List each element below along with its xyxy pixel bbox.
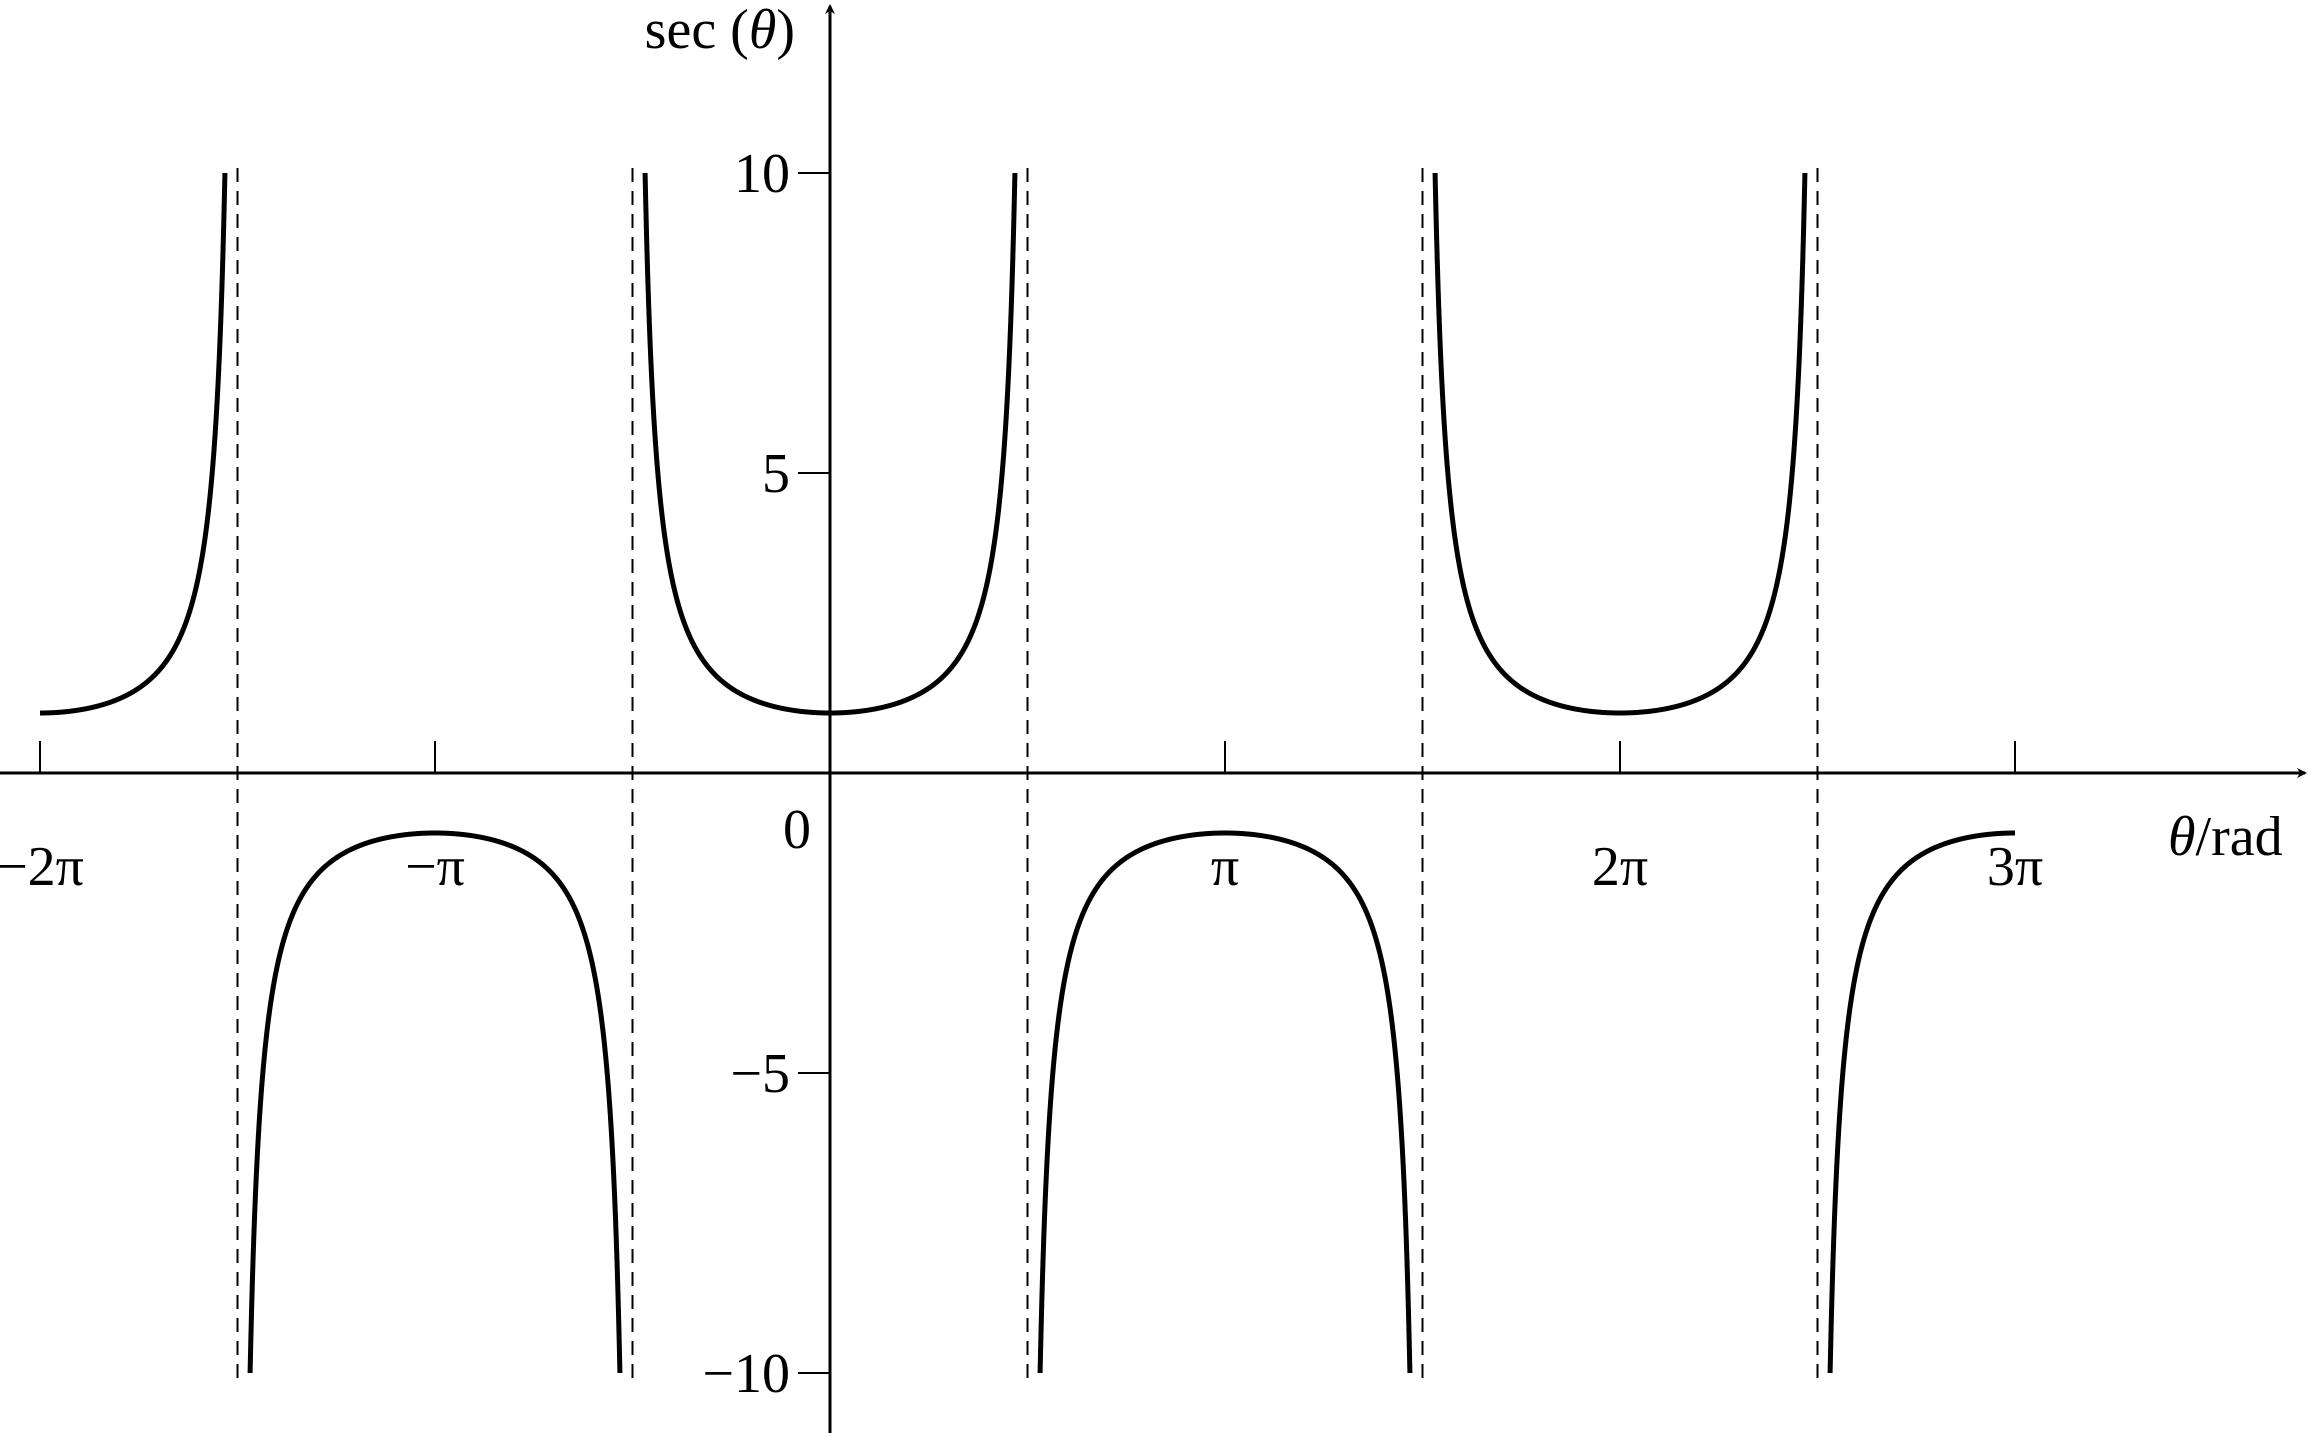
x-tick-label-4: 3π: [1987, 836, 2043, 898]
curve-layer: [37, 172, 2018, 1374]
sec-branch-4: [1432, 172, 1808, 716]
x-axis-label: θ/rad: [2168, 806, 2283, 868]
y-axis-label: sec (θ): [645, 0, 795, 61]
sec-branch-0: [37, 172, 228, 716]
origin-label: 0: [783, 799, 811, 861]
sec-branch-5: [1827, 830, 2018, 1374]
axis-layer: [0, 4, 2307, 1433]
x-tick-label-2: π: [1211, 836, 1239, 898]
x-tick-label-3: 2π: [1592, 836, 1648, 898]
asymptote-layer: [236, 168, 1819, 1383]
x-tick-label-1: −π: [405, 836, 465, 898]
sec-branch-1: [247, 830, 623, 1374]
sec-branch-3: [1037, 830, 1413, 1374]
tick-layer: −2π −π π 2π 3π 10 5 −5 −10: [0, 143, 2043, 1405]
x-tick-label-0: −2π: [0, 836, 84, 898]
y-tick-label-1: 5: [762, 443, 790, 505]
y-tick-label-3: −10: [702, 1343, 790, 1405]
y-tick-label-2: −5: [730, 1043, 790, 1105]
y-tick-label-0: 10: [734, 143, 790, 205]
